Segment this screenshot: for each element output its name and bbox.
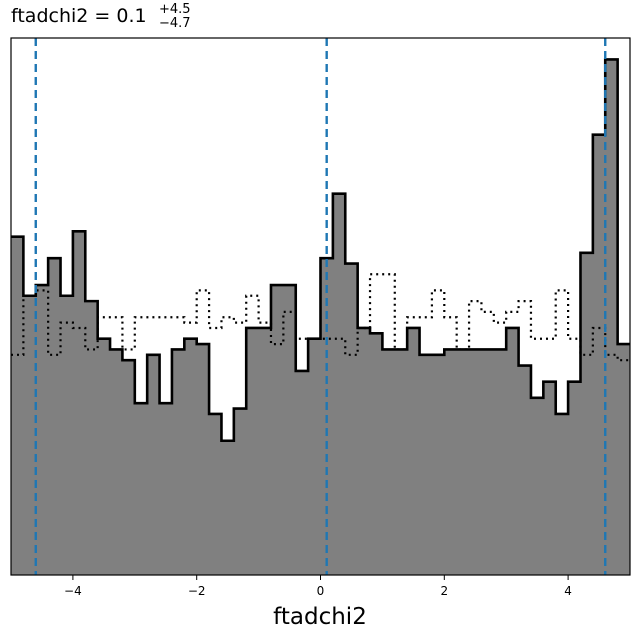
histogram-bar: [60, 295, 74, 575]
histogram-bar: [345, 263, 359, 575]
x-tick-label: 2: [440, 584, 448, 598]
histogram-bar: [209, 413, 222, 575]
chart-title: ftadchi2 = 0.1: [11, 5, 147, 27]
histogram-bar: [518, 365, 532, 575]
histogram-bar: [221, 440, 235, 575]
histogram-bar: [270, 285, 284, 575]
histogram-bar: [580, 252, 594, 576]
histogram-bar: [110, 349, 123, 575]
x-axis: −4 −2 0 2 4: [64, 575, 572, 598]
histogram-bar: [258, 327, 272, 575]
histogram-bar: [506, 327, 519, 575]
histogram-bar: [72, 231, 86, 575]
histogram-bar: [332, 193, 346, 576]
histogram-bar: [431, 354, 445, 575]
x-axis-label: ftadchi2: [273, 604, 367, 630]
histogram-bar: [370, 333, 383, 575]
histogram-bar: [196, 344, 210, 575]
histogram-bar: [97, 338, 111, 575]
histogram-bar: [35, 285, 49, 575]
histogram-bar: [246, 327, 259, 575]
histogram-bar: [530, 397, 544, 575]
histogram-bar: [147, 354, 160, 575]
title-subscript: −4.7: [159, 16, 191, 31]
plot-area: [10, 37, 631, 576]
histogram-bar: [85, 301, 99, 575]
x-tick-label: −2: [188, 584, 206, 598]
histogram-bar: [357, 327, 371, 575]
histogram-bar: [444, 349, 458, 575]
histogram-bar: [134, 403, 148, 575]
histogram-bar: [543, 381, 557, 575]
x-tick-label: −4: [64, 584, 82, 598]
histogram-bar: [308, 338, 321, 575]
histogram-bar: [419, 354, 433, 575]
histogram-bar: [617, 344, 631, 575]
histogram-bar: [233, 408, 247, 575]
histogram-bar: [11, 236, 24, 575]
histogram-bar: [568, 381, 581, 575]
title-main: ftadchi2 = 0.1: [11, 5, 147, 27]
histogram-bar: [23, 295, 37, 575]
dotted-histogram-outline: [11, 273, 630, 362]
histogram-bar: [394, 349, 408, 575]
histogram-bar: [481, 349, 495, 575]
histogram-bar: [555, 413, 569, 575]
histogram-bar: [122, 360, 136, 575]
histogram-bar: [382, 349, 396, 575]
title-superscript: +4.5: [159, 2, 191, 17]
histogram-bar: [493, 349, 507, 575]
histogram-bar: [592, 134, 606, 575]
filled-histogram-outline: [11, 58, 630, 443]
x-tick-label: 0: [317, 584, 325, 598]
histogram-bar: [605, 59, 619, 576]
histogram-bar: [48, 258, 61, 575]
histogram-bar: [407, 327, 420, 575]
histogram-bar: [184, 338, 198, 575]
histogram-bar: [456, 349, 470, 575]
x-tick-label: 4: [564, 584, 572, 598]
histogram-bar: [171, 349, 185, 575]
histogram-bar: [159, 403, 173, 575]
histogram-bar: [295, 370, 309, 575]
histogram-bar: [469, 349, 482, 575]
histogram-bar: [283, 285, 297, 575]
